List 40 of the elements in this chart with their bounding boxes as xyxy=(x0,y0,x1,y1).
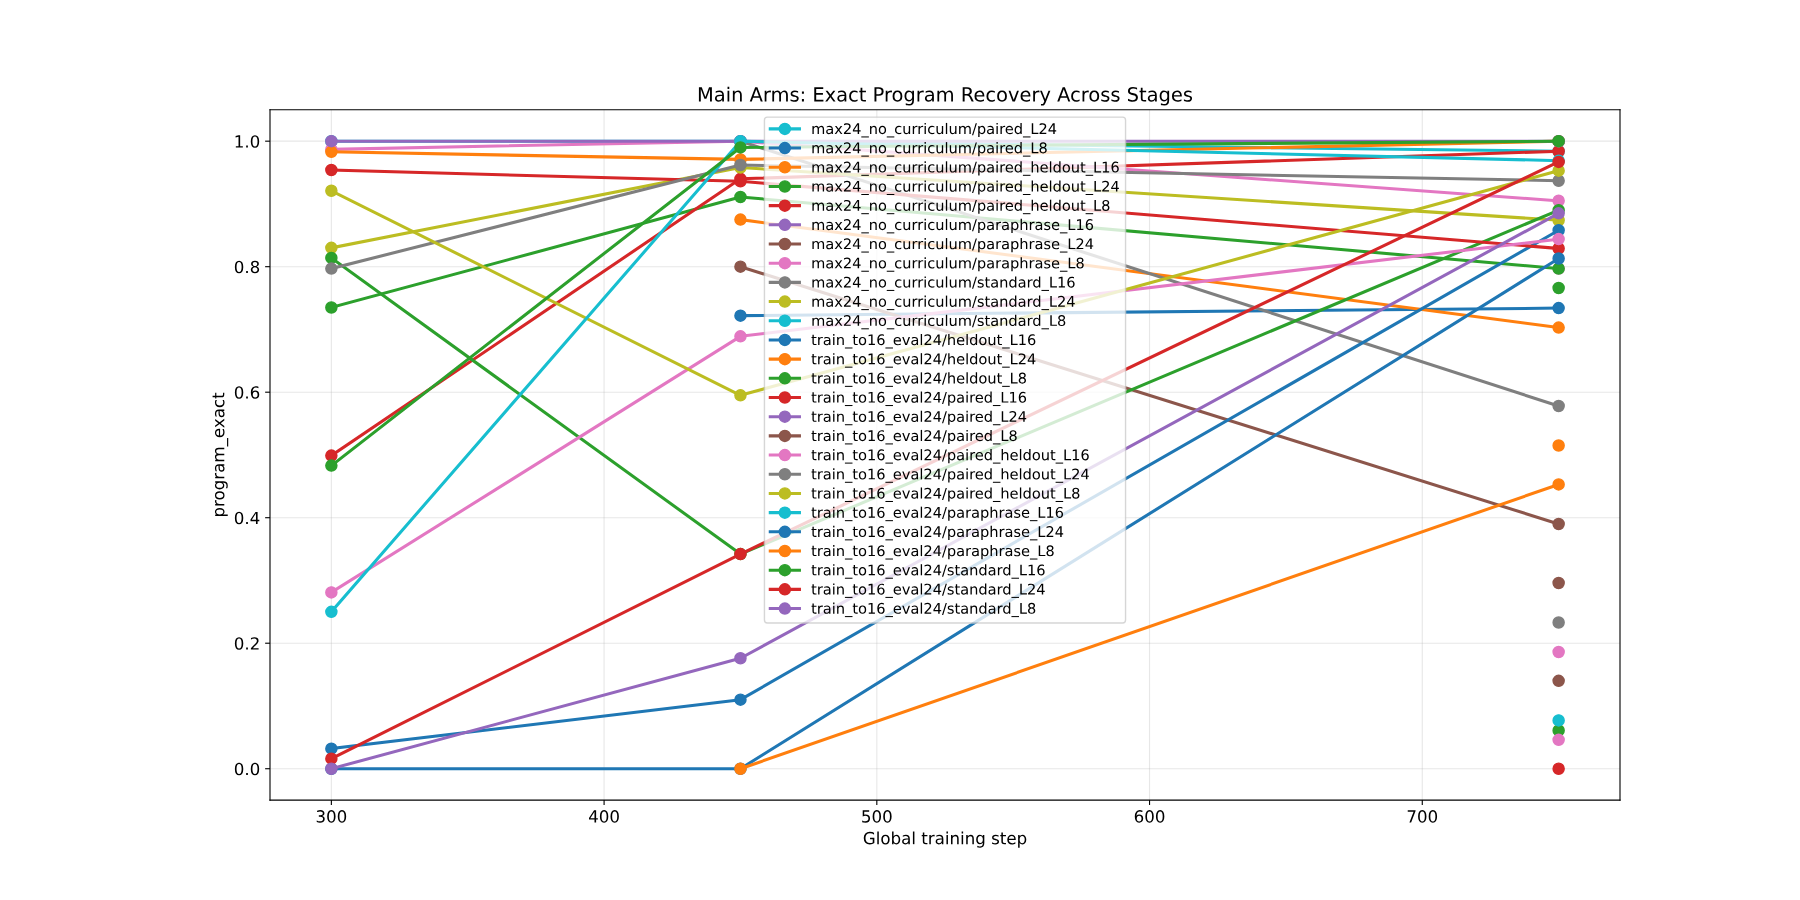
legend-label: max24_no_curriculum/paired_heldout_L16 xyxy=(812,161,1119,176)
legend-label: max24_no_curriculum/standard_L16 xyxy=(812,276,1075,291)
legend-label: train_to16_eval24/paraphrase_L16 xyxy=(811,506,1064,522)
x-tick-label: 400 xyxy=(589,810,619,823)
legend-label: max24_no_curriculum/paraphrase_L8 xyxy=(812,257,1084,272)
legend-label: train_to16_eval24/paired_heldout_L16 xyxy=(811,449,1089,464)
legend-label: max24_no_curriculum/paraphrase_L16 xyxy=(812,218,1094,234)
legend-label: max24_no_curriculum/paired_L24 xyxy=(812,122,1057,138)
legend-label: train_to16_eval24/standard_L16 xyxy=(811,564,1045,579)
legend-label: train_to16_eval24/paired_heldout_L24 xyxy=(811,468,1089,483)
legend-label: max24_no_curriculum/paired_heldout_L8 xyxy=(812,199,1110,215)
x-tick-label: 500 xyxy=(862,810,892,823)
legend-label: max24_no_curriculum/paraphrase_L24 xyxy=(812,238,1094,253)
y-tick-label: 0.6 xyxy=(234,386,260,399)
legend-label: train_to16_eval24/heldout_L24 xyxy=(811,353,1036,368)
legend-label: train_to16_eval24/heldout_L16 xyxy=(811,333,1036,349)
y-tick-label: 0.8 xyxy=(234,260,260,274)
y-tick-label: 1.0 xyxy=(235,135,260,148)
y-tick-label: 0.0 xyxy=(234,762,260,776)
x-tick-label: 600 xyxy=(1134,810,1165,823)
legend-label: train_to16_eval24/paired_L16 xyxy=(811,391,1027,407)
legend-label: train_to16_eval24/paired_L8 xyxy=(811,429,1017,445)
x-axis-title: Global training step xyxy=(863,831,1027,848)
legend-label: max24_no_curriculum/paired_heldout_L24 xyxy=(812,180,1119,195)
x-tick-label: 300 xyxy=(316,810,347,823)
legend-label: train_to16_eval24/heldout_L8 xyxy=(811,372,1026,387)
legend-label: max24_no_curriculum/paired_L8 xyxy=(812,142,1047,157)
y-tick-label: 0.2 xyxy=(234,637,259,650)
y-axis-title: program_exact xyxy=(212,392,229,517)
legend-label: train_to16_eval24/paraphrase_L24 xyxy=(811,525,1064,541)
legend-label: train_to16_eval24/paraphrase_L8 xyxy=(811,545,1054,560)
legend-label: train_to16_eval24/paired_L24 xyxy=(811,410,1027,426)
legend-label: train_to16_eval24/standard_L24 xyxy=(811,583,1045,598)
legend-label: max24_no_curriculum/standard_L8 xyxy=(812,314,1066,330)
chart-title: Main Arms: Exact Program Recovery Across Stages xyxy=(698,86,1193,106)
legend-label: train_to16_eval24/standard_L8 xyxy=(811,602,1036,618)
legend-label: train_to16_eval24/paired_heldout_L8 xyxy=(811,487,1080,502)
x-tick-label: 700 xyxy=(1407,810,1438,823)
y-tick-label: 0.4 xyxy=(234,511,260,525)
legend-label: max24_no_curriculum/standard_L24 xyxy=(812,295,1075,311)
